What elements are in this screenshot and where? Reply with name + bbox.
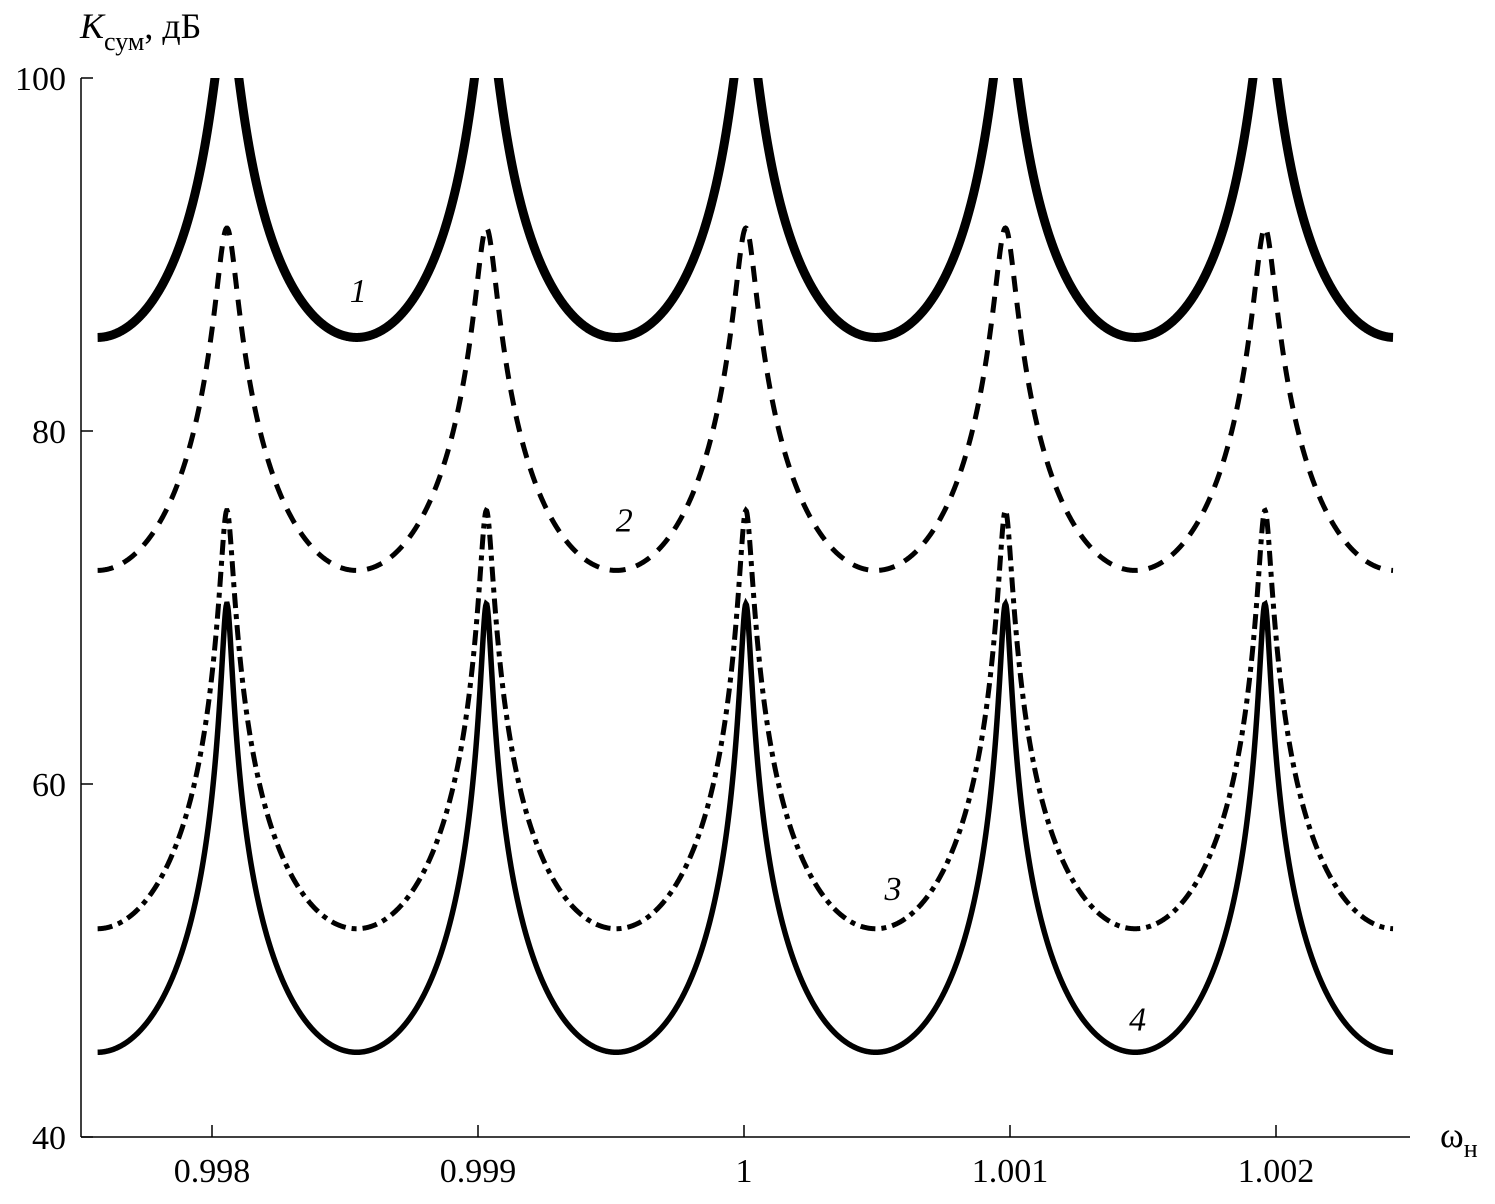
- series-1-label: 1: [350, 273, 367, 310]
- series-4-label: 4: [1129, 1002, 1146, 1039]
- curve-labels: 1 2 3 4: [350, 273, 1146, 1039]
- x-tick-label: 0.999: [440, 1153, 517, 1190]
- curves: [97, 78, 1394, 1056]
- y-tick-label: 60: [32, 767, 66, 804]
- x-tick-label: 1: [736, 1153, 753, 1190]
- series-3-label: 3: [883, 871, 901, 908]
- series-2-label: 2: [616, 502, 633, 539]
- x-axis-label: ωн: [1440, 1115, 1478, 1163]
- series-3-line: [97, 506, 1394, 932]
- series-2-line: [97, 225, 1394, 573]
- series-4-line: [97, 597, 1394, 1056]
- y-tick-label: 100: [15, 61, 66, 98]
- y-axis-label: Kсум, дБ: [79, 6, 201, 56]
- x-tick-label: 0.998: [174, 1153, 251, 1190]
- y-tick-label: 40: [32, 1120, 66, 1157]
- series-1-line: [97, 78, 1394, 342]
- x-tick-label: 1.001: [972, 1153, 1049, 1190]
- x-tick-label: 1.002: [1238, 1153, 1315, 1190]
- y-tick-label: 80: [32, 414, 66, 451]
- ticks: 0.998 0.999 1 1.001 1.002 40 60 80 100: [15, 61, 1314, 1190]
